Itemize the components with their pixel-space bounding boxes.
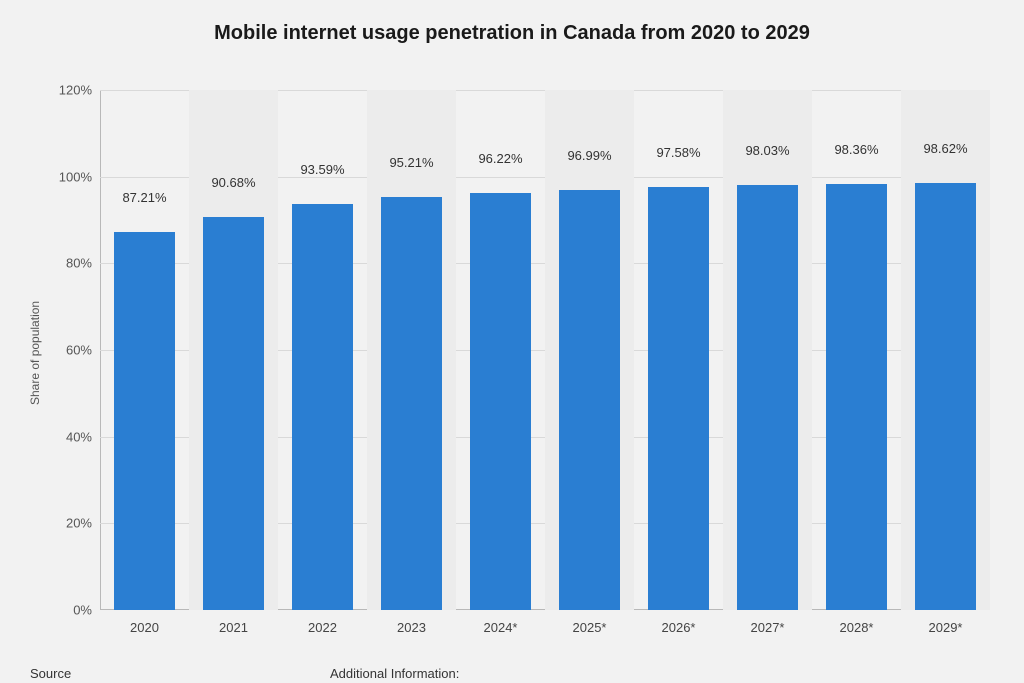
y-tick: 100% — [59, 169, 92, 184]
bar — [470, 193, 531, 610]
bar-slot: 98.36%2028* — [812, 90, 901, 610]
y-tick: 0% — [73, 603, 92, 618]
x-tick: 2020 — [100, 620, 189, 635]
bar — [915, 183, 976, 610]
x-tick: 2023 — [367, 620, 456, 635]
bar-slot: 87.21%2020 — [100, 90, 189, 610]
bar-slot: 93.59%2022 — [278, 90, 367, 610]
bar-value-label: 95.21% — [367, 155, 456, 176]
x-tick: 2024* — [456, 620, 545, 635]
chart-title: Mobile internet usage penetration in Can… — [0, 22, 1024, 45]
x-tick: 2029* — [901, 620, 990, 635]
bar — [203, 217, 264, 610]
footer-source: Source — [30, 666, 71, 681]
chart-container: Mobile internet usage penetration in Can… — [0, 0, 1024, 683]
bar-value-label: 90.68% — [189, 175, 278, 196]
bar — [292, 204, 353, 610]
x-tick: 2028* — [812, 620, 901, 635]
bar-value-label: 93.59% — [278, 162, 367, 183]
x-tick: 2025* — [545, 620, 634, 635]
y-tick: 60% — [66, 343, 92, 358]
bar-value-label: 96.99% — [545, 148, 634, 169]
footer-info: Additional Information: — [330, 666, 459, 681]
plot-area: 0%20%40%60%80%100%120%87.21%202090.68%20… — [100, 90, 990, 610]
bar — [114, 232, 175, 610]
bar-slot: 95.21%2023 — [367, 90, 456, 610]
x-tick: 2027* — [723, 620, 812, 635]
y-tick: 40% — [66, 429, 92, 444]
bar-value-label: 98.36% — [812, 142, 901, 163]
y-axis-label: Share of population — [28, 301, 42, 405]
bar — [737, 185, 798, 610]
bar-value-label: 98.62% — [901, 141, 990, 162]
bar-value-label: 87.21% — [100, 190, 189, 211]
x-tick: 2022 — [278, 620, 367, 635]
bar-value-label: 96.22% — [456, 151, 545, 172]
bar-slot: 96.99%2025* — [545, 90, 634, 610]
x-tick: 2026* — [634, 620, 723, 635]
bar-slot: 98.03%2027* — [723, 90, 812, 610]
y-tick: 80% — [66, 256, 92, 271]
bar-slot: 90.68%2021 — [189, 90, 278, 610]
bar-value-label: 97.58% — [634, 145, 723, 166]
bar — [381, 197, 442, 610]
bar-slot: 98.62%2029* — [901, 90, 990, 610]
bar-value-label: 98.03% — [723, 143, 812, 164]
bar — [648, 187, 709, 610]
bar-slot: 97.58%2026* — [634, 90, 723, 610]
x-tick: 2021 — [189, 620, 278, 635]
bar — [826, 184, 887, 610]
bar-slot: 96.22%2024* — [456, 90, 545, 610]
y-tick: 120% — [59, 83, 92, 98]
y-tick: 20% — [66, 516, 92, 531]
bar — [559, 190, 620, 610]
